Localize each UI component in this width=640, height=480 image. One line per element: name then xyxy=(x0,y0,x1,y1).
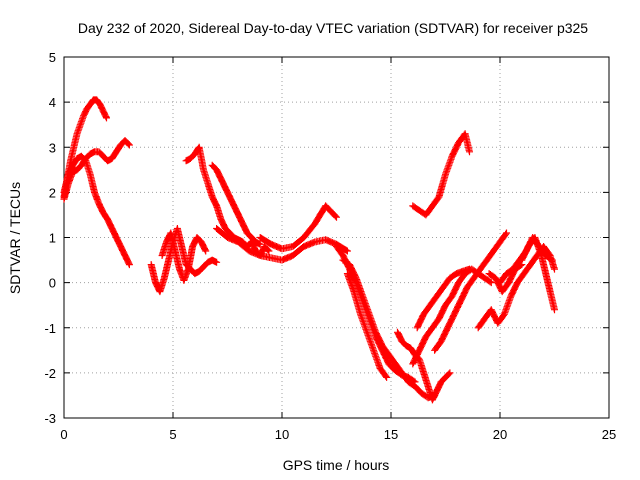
y-axis-tick-labels: -3 -2 -1 0 1 2 3 4 5 xyxy=(44,50,56,426)
x-axis-tick-labels: 0 5 10 15 20 25 xyxy=(60,427,616,442)
y-tick-label: -1 xyxy=(44,321,56,336)
marker-trace xyxy=(158,229,210,284)
x-tick-label: 0 xyxy=(60,427,67,442)
x-tick-label: 10 xyxy=(275,427,289,442)
marker-trace xyxy=(343,270,391,381)
series-track-7 xyxy=(208,161,264,248)
series-track-16 xyxy=(409,130,473,219)
y-tick-label: 1 xyxy=(49,231,56,246)
x-tick-label: 15 xyxy=(384,427,398,442)
y-tick-label: 3 xyxy=(49,140,56,155)
series-track-4 xyxy=(147,225,221,296)
series-track-2 xyxy=(60,152,133,269)
data-points xyxy=(60,96,558,404)
y-tick-label: 4 xyxy=(49,95,56,110)
series-track-13 xyxy=(394,328,454,404)
series-track-8 xyxy=(213,225,351,264)
marker-trace xyxy=(431,229,510,354)
series-track-5 xyxy=(158,229,210,284)
marker-trace xyxy=(485,261,526,296)
series-track-17 xyxy=(431,229,510,354)
y-axis-label: SDTVAR / TECUs xyxy=(7,182,23,294)
marker-trace xyxy=(339,256,439,402)
x-tick-label: 20 xyxy=(493,427,507,442)
marker-trace xyxy=(60,137,133,203)
marker-trace xyxy=(409,130,473,219)
marker-trace xyxy=(413,265,473,332)
x-tick-label: 25 xyxy=(602,427,616,442)
marker-trace xyxy=(518,234,558,314)
marker-trace xyxy=(213,225,351,264)
marker-trace xyxy=(256,202,340,253)
series-track-12 xyxy=(343,270,391,381)
series-track-11 xyxy=(339,256,439,402)
series-track-20 xyxy=(518,234,558,314)
series-track-15 xyxy=(413,265,473,332)
series-track-21 xyxy=(485,261,526,296)
marker-trace xyxy=(147,225,221,296)
y-tick-label: -3 xyxy=(44,411,56,426)
chart-title: Day 232 of 2020, Sidereal Day-to-day VTE… xyxy=(78,20,588,36)
series-track-9 xyxy=(256,202,340,253)
marker-trace xyxy=(208,161,264,248)
x-tick-label: 5 xyxy=(169,427,176,442)
y-tick-label: 5 xyxy=(49,50,56,65)
y-tick-label: -2 xyxy=(44,366,56,381)
y-tick-label: 2 xyxy=(49,185,56,200)
marker-trace xyxy=(394,328,454,404)
grid xyxy=(64,57,609,418)
y-tick-label: 0 xyxy=(49,276,56,291)
x-axis-label: GPS time / hours xyxy=(283,457,390,473)
series-track-3 xyxy=(60,137,133,203)
marker-trace xyxy=(60,152,133,269)
